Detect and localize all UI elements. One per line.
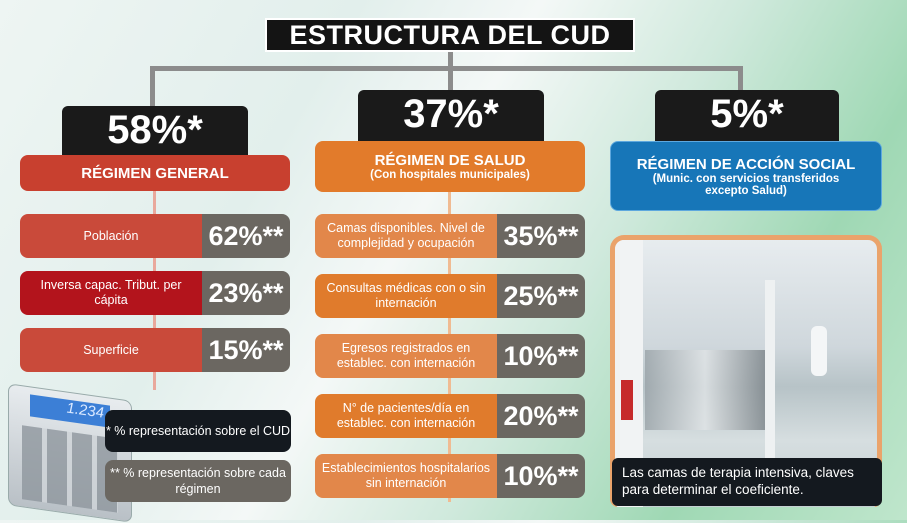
item-label: Consultas médicas con o sin internación (315, 274, 497, 318)
item-value: 10%** (497, 454, 585, 498)
page-title: ESTRUCTURA DEL CUD (265, 18, 635, 52)
connector-line (448, 50, 453, 92)
item-value: 20%** (497, 394, 585, 438)
header-sublabel: (Munic. con servicios transferidos excep… (652, 172, 840, 197)
item-label: Egresos registrados en establec. con int… (315, 334, 497, 378)
general-percent: 58%* (62, 106, 248, 161)
accion-social-percent: 5%* (655, 90, 839, 146)
item-value: 15%** (202, 328, 290, 372)
header-sublabel: (Con hospitales municipales) (370, 169, 530, 181)
item-value: 25%** (497, 274, 585, 318)
list-item: Población 62%** (20, 214, 290, 258)
item-value: 62%** (202, 214, 290, 258)
header-label: RÉGIMEN DE SALUD (374, 152, 526, 169)
list-item: Camas disponibles. Nivel de complejidad … (315, 214, 585, 258)
salud-header: RÉGIMEN DE SALUD (Con hospitales municipa… (315, 141, 585, 192)
item-label: Establecimientos hospitalarios sin inter… (315, 454, 497, 498)
connector-line (150, 66, 155, 108)
list-item: Egresos registrados en establec. con int… (315, 334, 585, 378)
salud-percent: 37%* (358, 90, 544, 146)
list-item: N° de pacientes/día en establec. con int… (315, 394, 585, 438)
item-label: Inversa capac. Tribut. per cápita (20, 271, 202, 315)
header-label: RÉGIMEN GENERAL (81, 164, 229, 182)
connector-line (150, 66, 742, 71)
list-item: Inversa capac. Tribut. per cápita 23%** (20, 271, 290, 315)
accion-social-header: RÉGIMEN DE ACCIÓN SOCIAL (Munic. con serv… (610, 141, 882, 211)
item-value: 10%** (497, 334, 585, 378)
item-label: Superficie (20, 328, 202, 372)
item-label: Camas disponibles. Nivel de complejidad … (315, 214, 497, 258)
item-label: Población (20, 214, 202, 258)
list-item: Superficie 15%** (20, 328, 290, 372)
list-item: Consultas médicas con o sin internación 2… (315, 274, 585, 318)
note-double-asterisk: ** % representación sobre cada régimen (105, 460, 291, 502)
general-header: RÉGIMEN GENERAL (20, 155, 290, 191)
item-value: 35%** (497, 214, 585, 258)
item-label: N° de pacientes/día en establec. con int… (315, 394, 497, 438)
list-item: Establecimientos hospitalarios sin inter… (315, 454, 585, 498)
note-single-asterisk: * % representación sobre el CUD (105, 410, 291, 452)
header-label: RÉGIMEN DE ACCIÓN SOCIAL (636, 155, 856, 173)
photo-caption: Las camas de terapia intensiva, claves p… (612, 458, 882, 506)
item-value: 23%** (202, 271, 290, 315)
connector-line (738, 66, 743, 92)
